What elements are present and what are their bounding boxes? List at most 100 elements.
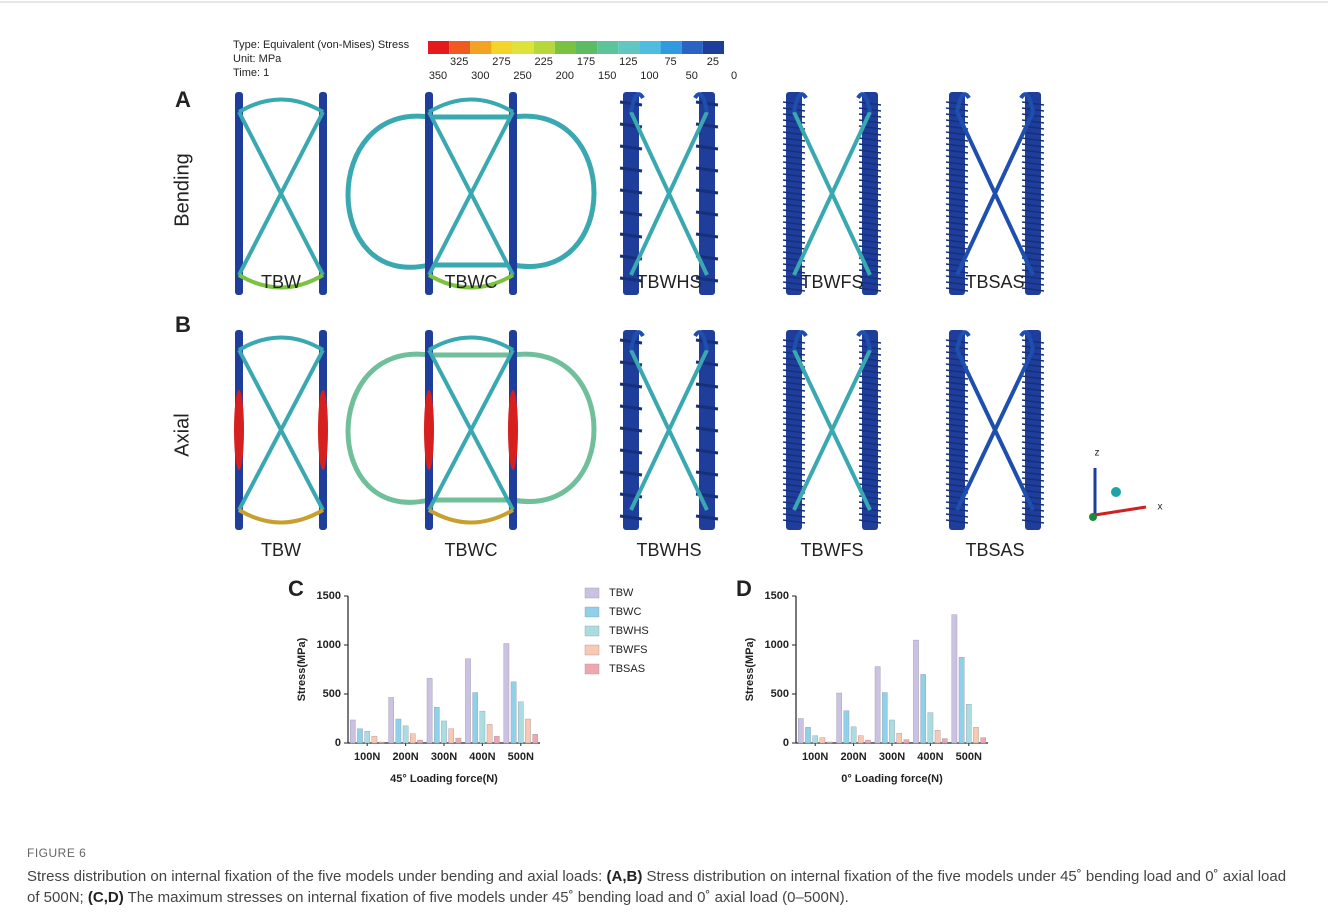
stress-hotspot bbox=[508, 390, 518, 470]
stress-hotspot bbox=[424, 390, 434, 470]
triad-x-label: x bbox=[1158, 502, 1163, 513]
y-tick-label: 500 bbox=[323, 688, 341, 700]
bar bbox=[504, 644, 509, 743]
x-tick-label: 200N bbox=[392, 751, 418, 763]
wire-loop bbox=[429, 510, 513, 523]
wire-loop bbox=[794, 94, 870, 112]
model-label: TBW bbox=[261, 540, 301, 560]
colorbar-tick: 350 bbox=[429, 70, 447, 82]
model-label: TBWHS bbox=[637, 272, 702, 292]
fe-model bbox=[348, 330, 594, 530]
bar bbox=[913, 640, 918, 743]
bar bbox=[889, 720, 894, 743]
bar bbox=[904, 740, 909, 743]
bar bbox=[518, 702, 523, 743]
model-label: TBSAS bbox=[965, 272, 1024, 292]
bar bbox=[813, 736, 818, 743]
caption: FIGURE 6 Stress distribution on internal… bbox=[27, 843, 1302, 908]
bar bbox=[827, 742, 832, 743]
model-label: TBSAS bbox=[965, 540, 1024, 560]
fe-model bbox=[783, 330, 881, 530]
fe-model bbox=[348, 92, 594, 295]
legend-swatch bbox=[585, 664, 599, 674]
caption-part: The maximum stresses on internal fixatio… bbox=[124, 889, 849, 906]
colorbar-tick: 100 bbox=[640, 70, 658, 82]
colorbar-tick: 50 bbox=[686, 70, 698, 82]
fe-model bbox=[946, 92, 1044, 295]
bar bbox=[973, 727, 978, 743]
colorbar-tick: 325 bbox=[450, 56, 468, 68]
colorbar-swatch bbox=[618, 41, 639, 54]
fe-model bbox=[946, 330, 1044, 530]
y-axis-label: Stress(MPa) bbox=[296, 637, 308, 701]
y-tick-label: 1000 bbox=[317, 639, 341, 651]
bar bbox=[851, 727, 856, 743]
bar bbox=[820, 738, 825, 743]
caption-part: (C,D) bbox=[88, 889, 124, 906]
x-tick-label: 300N bbox=[879, 751, 905, 763]
bar bbox=[403, 726, 408, 743]
x-tick-label: 300N bbox=[431, 751, 457, 763]
colorbar-swatch bbox=[449, 41, 470, 54]
model-label: TBWFS bbox=[801, 540, 864, 560]
legend-label: TBSAS bbox=[609, 663, 645, 675]
x-tick-label: 400N bbox=[469, 751, 495, 763]
bar bbox=[417, 740, 422, 743]
wire-loop bbox=[429, 100, 513, 113]
wire-loop bbox=[239, 100, 323, 113]
triad-origin bbox=[1089, 513, 1097, 521]
colorbar-type: Type: Equivalent (von-Mises) Stress bbox=[233, 39, 410, 51]
wire bbox=[239, 350, 323, 510]
bar bbox=[981, 738, 986, 743]
fe-model bbox=[620, 92, 718, 295]
model-label: TBWFS bbox=[801, 272, 864, 292]
bar bbox=[525, 719, 530, 743]
y-tick-label: 1500 bbox=[317, 590, 341, 602]
bar bbox=[441, 721, 446, 743]
y-tick-label: 0 bbox=[335, 737, 341, 749]
colorbar-tick: 300 bbox=[471, 70, 489, 82]
caption-text: Stress distribution on internal fixation… bbox=[27, 868, 1286, 906]
bar bbox=[389, 697, 394, 743]
colorbar-time: Time: 1 bbox=[233, 67, 269, 79]
colorbar-swatch bbox=[534, 41, 555, 54]
stress-hotspot bbox=[318, 390, 328, 470]
x-tick-label: 200N bbox=[840, 751, 866, 763]
colorbar-tick: 75 bbox=[664, 56, 676, 68]
rod bbox=[425, 92, 433, 295]
colorbar-tick: 25 bbox=[707, 56, 719, 68]
model-label: TBW bbox=[261, 272, 301, 292]
wire bbox=[794, 112, 870, 275]
bar bbox=[350, 720, 355, 743]
colorbar-tick: 225 bbox=[535, 56, 553, 68]
colorbar-swatch bbox=[703, 41, 724, 54]
bar bbox=[449, 729, 454, 743]
legend-swatch bbox=[585, 607, 599, 617]
load-label: Axial bbox=[171, 413, 193, 456]
triad-x bbox=[1095, 507, 1146, 515]
y-tick-label: 1000 bbox=[765, 639, 789, 651]
wire bbox=[429, 350, 513, 510]
load-label: Bending bbox=[171, 153, 193, 226]
chart-letter: D bbox=[736, 576, 752, 601]
bar bbox=[865, 740, 870, 743]
bar bbox=[473, 693, 478, 743]
bar bbox=[396, 719, 401, 743]
legend-swatch bbox=[585, 645, 599, 655]
colorbar-unit: Unit: MPa bbox=[233, 53, 282, 65]
wire-loop bbox=[631, 94, 707, 112]
x-tick-label: 400N bbox=[917, 751, 943, 763]
wire bbox=[631, 350, 707, 510]
bar bbox=[494, 736, 499, 743]
y-axis-label: Stress(MPa) bbox=[744, 637, 756, 701]
x-axis-label: 45° Loading force(N) bbox=[390, 773, 498, 785]
bar bbox=[942, 739, 947, 743]
bar bbox=[837, 693, 842, 743]
bar bbox=[921, 674, 926, 743]
wire bbox=[239, 112, 323, 275]
x-tick-label: 100N bbox=[802, 751, 828, 763]
figure: Type: Equivalent (von-Mises) Stress Unit… bbox=[0, 0, 1328, 840]
colorbar-swatch bbox=[682, 41, 703, 54]
x-tick-label: 500N bbox=[508, 751, 534, 763]
caption-part: Stress distribution on internal fixation… bbox=[27, 868, 607, 885]
